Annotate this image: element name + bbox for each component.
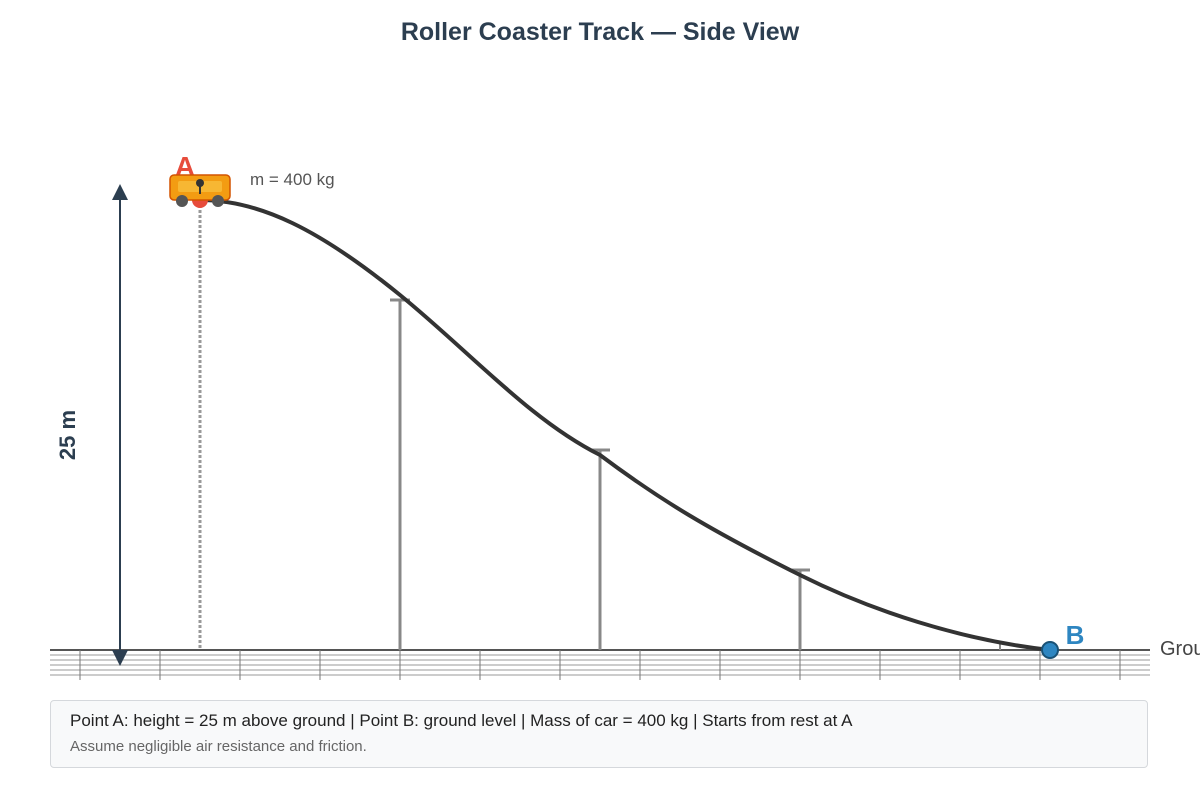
height-dimension: 25 m [55, 184, 128, 666]
assumption-note: Assume negligible air resistance and fri… [70, 738, 367, 755]
mass-label: m = 400 kg [250, 170, 335, 189]
coaster-cart [169, 174, 231, 207]
cart-rider-head [196, 179, 204, 187]
info-box: Point A: height = 25 m above ground | Po… [50, 700, 1148, 768]
cart-wheel-right [212, 195, 224, 207]
info-text: Point A: height = 25 m above ground | Po… [70, 711, 853, 730]
point-b-label: B [1066, 620, 1085, 650]
coaster-track [199, 198, 1051, 652]
support-pillar-2 [390, 298, 410, 650]
point-b-marker [1041, 641, 1059, 659]
support-pillar-3 [590, 448, 610, 650]
ground-hatching [50, 649, 1150, 680]
ground-label: Ground [1160, 638, 1200, 660]
diagram-title: Roller Coaster Track — Side View [401, 18, 800, 46]
support-beams [198, 200, 1001, 650]
height-label: 25 m [55, 410, 80, 460]
cart-wheel-left [176, 195, 188, 207]
support-pillar-4 [790, 568, 810, 650]
